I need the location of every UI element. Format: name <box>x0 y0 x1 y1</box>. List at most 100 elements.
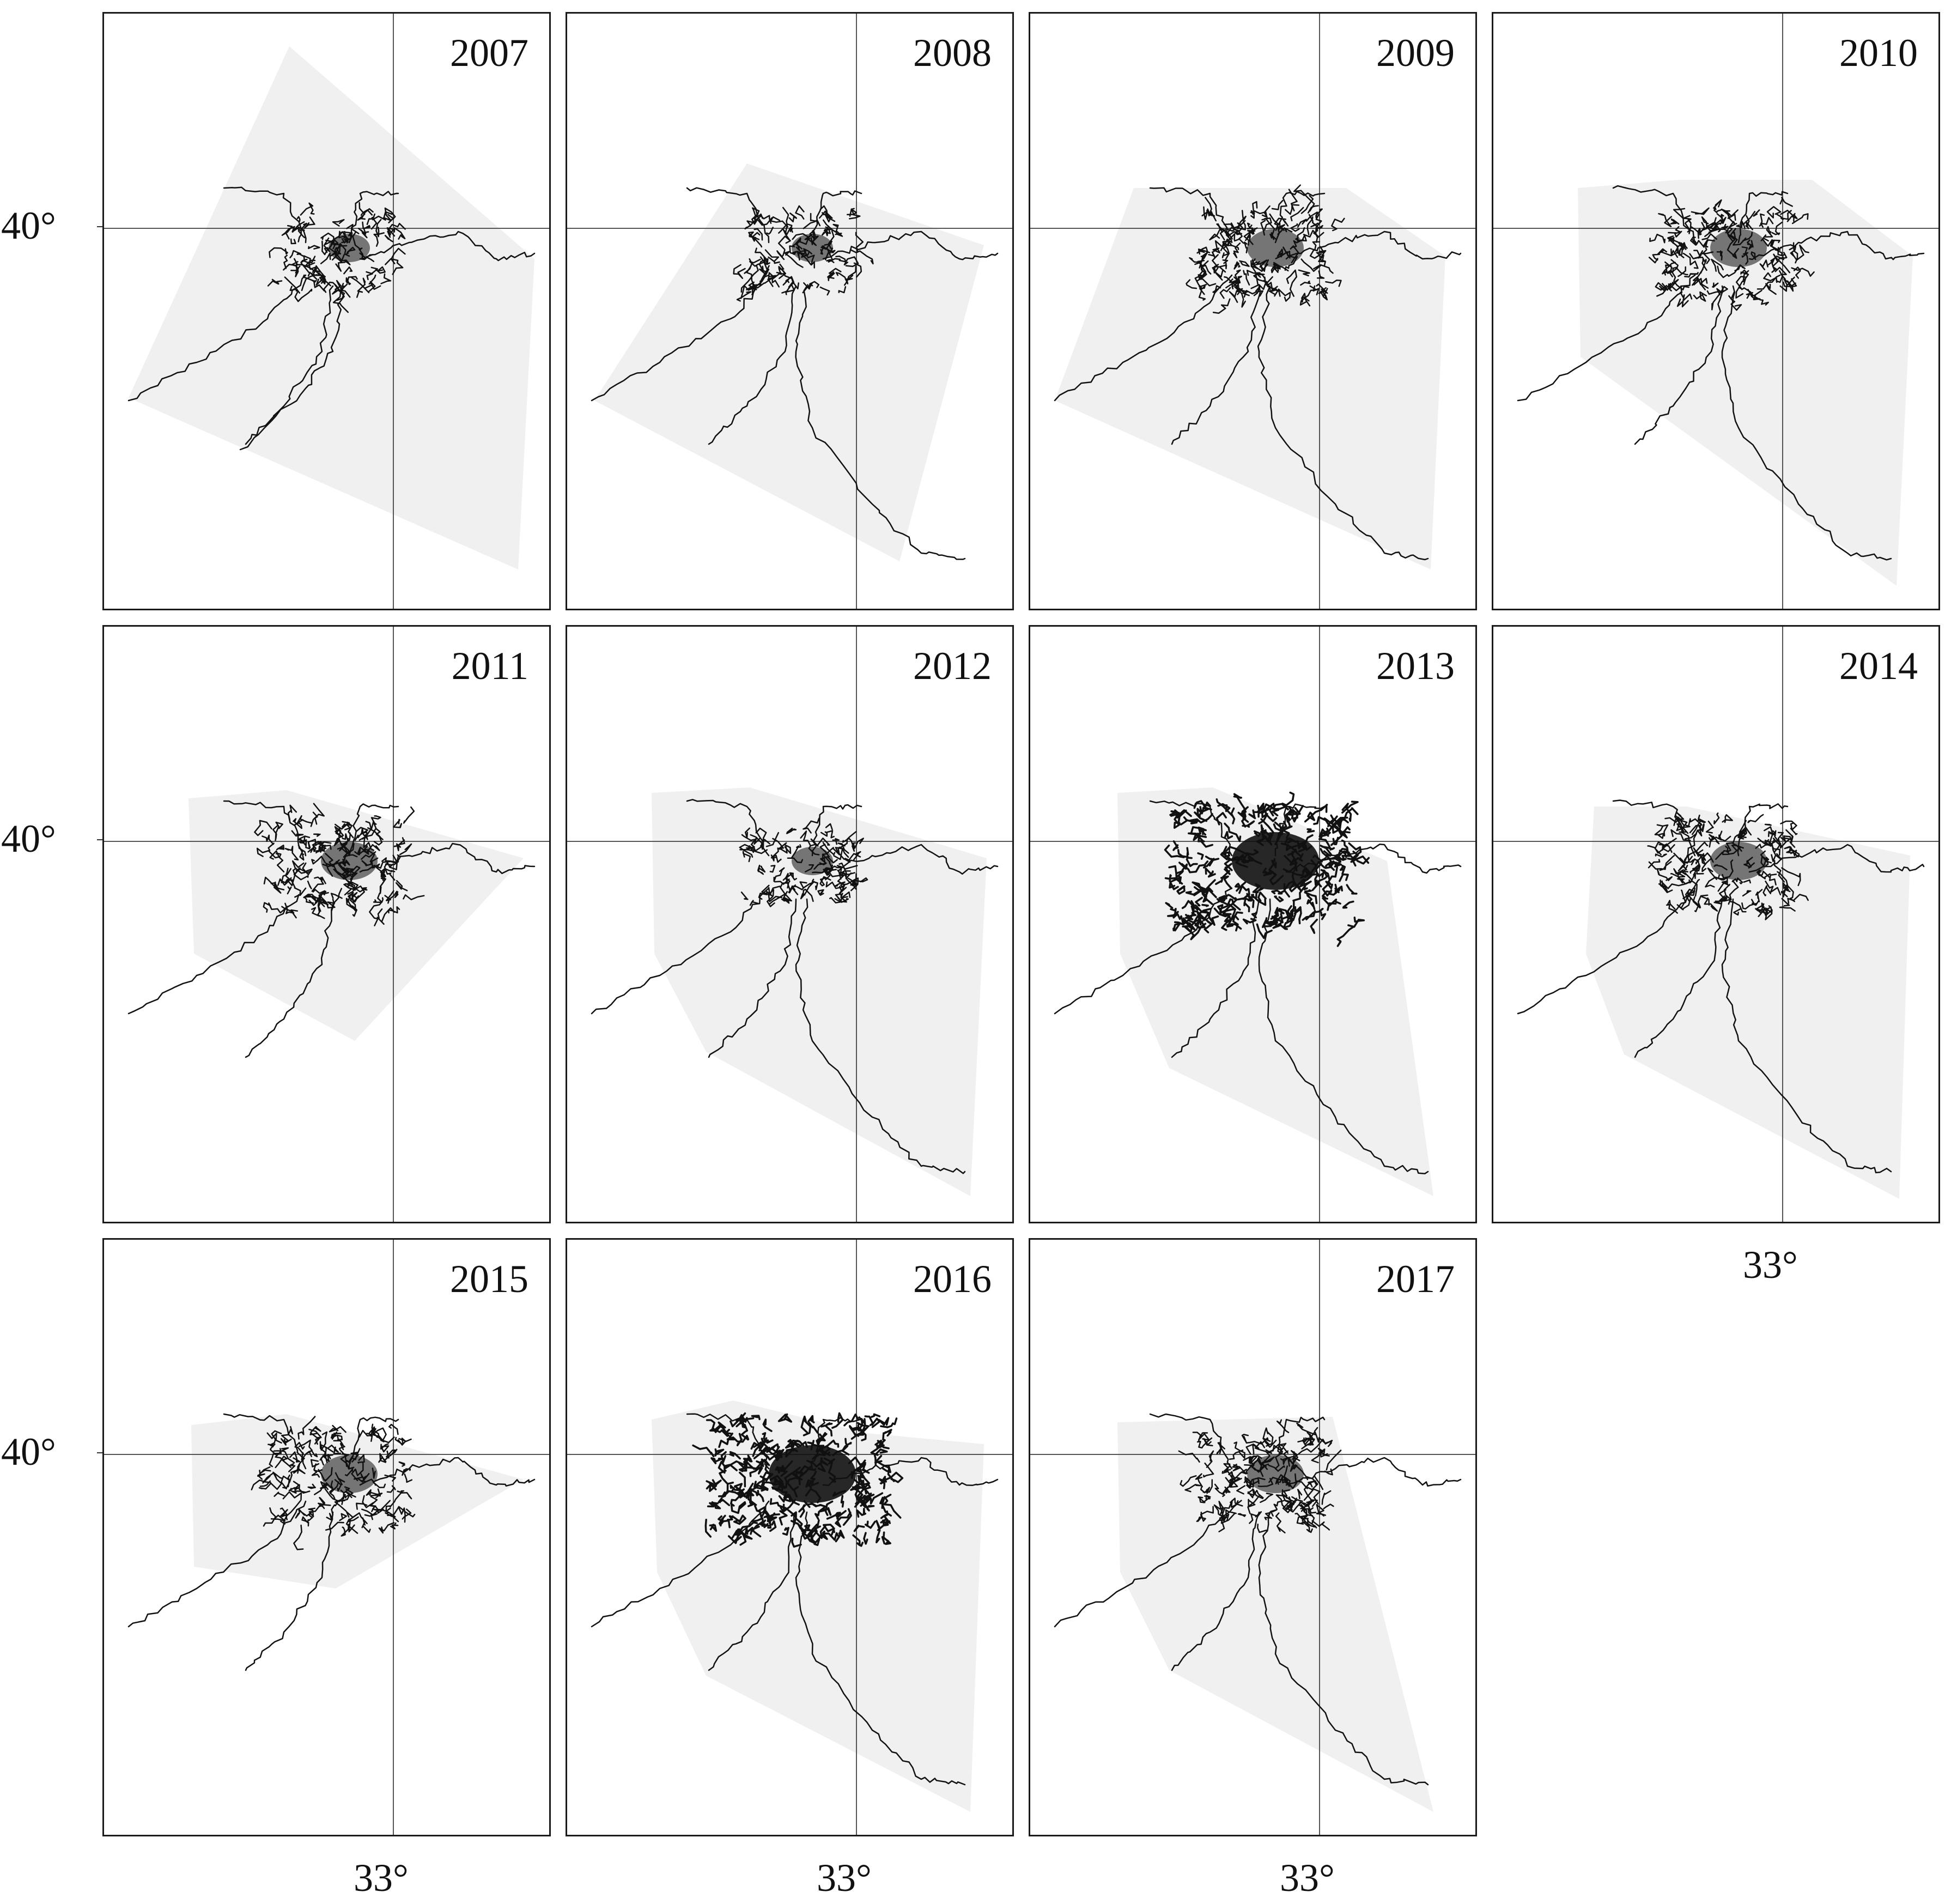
latitude-label: 40° <box>1 204 56 247</box>
map-canvas <box>567 627 1012 1222</box>
road-route <box>359 231 536 262</box>
longitude-label: 33° <box>354 1856 409 1900</box>
panel-year-label: 2017 <box>1376 1257 1455 1301</box>
road-route <box>1612 799 1696 857</box>
road-route <box>1149 187 1233 244</box>
map-canvas <box>567 14 1012 609</box>
road-route <box>1517 887 1696 1015</box>
latitude-label: 40° <box>1 817 56 860</box>
road-route <box>708 898 797 1058</box>
map-panel-2008: 2008 <box>566 12 1014 610</box>
map-panel-2015: 2015 <box>102 1238 551 1836</box>
dense-urban-core <box>1247 229 1304 267</box>
longitude-label: 33° <box>817 1856 872 1900</box>
map-canvas <box>104 1240 549 1835</box>
road-route <box>1285 231 1462 260</box>
road-route <box>1258 1511 1429 1786</box>
dense-urban-core <box>321 1455 378 1493</box>
latitude-tick <box>97 1452 102 1453</box>
road-route <box>1634 285 1724 445</box>
map-canvas <box>104 627 549 1222</box>
map-panel-2012: 2012 <box>566 625 1014 1223</box>
convex-hull-area <box>189 790 524 1041</box>
dense-urban-core <box>769 1445 856 1503</box>
map-canvas <box>104 14 549 609</box>
panel-year-label: 2012 <box>913 644 992 688</box>
convex-hull-area <box>594 163 984 561</box>
map-canvas <box>1493 627 1938 1222</box>
road-route <box>127 274 307 402</box>
road-route <box>223 1413 307 1470</box>
convex-hull-area <box>1578 180 1913 586</box>
road-route <box>795 898 966 1174</box>
panel-year-label: 2008 <box>913 31 992 75</box>
city-road-network <box>1186 184 1345 314</box>
panel-year-label: 2015 <box>450 1257 528 1301</box>
dense-urban-core <box>321 842 378 880</box>
road-route <box>359 1457 536 1487</box>
panel-year-label: 2007 <box>450 31 528 75</box>
road-route <box>1171 285 1261 445</box>
road-route <box>1721 898 1892 1174</box>
road-route <box>686 187 770 244</box>
map-panel-2014: 2014 <box>1492 625 1940 1223</box>
latitude-label: 40° <box>1 1430 56 1474</box>
convex-hull-area <box>1055 188 1445 569</box>
road-route <box>1054 1500 1233 1628</box>
road-route <box>223 186 307 244</box>
dense-urban-core <box>792 847 833 875</box>
convex-hull-area <box>129 46 534 569</box>
latitude-tick <box>97 226 102 227</box>
road-route <box>1748 844 1925 873</box>
road-route <box>1721 285 1892 561</box>
road-route <box>1634 898 1723 1058</box>
map-panel-2007: 2007 <box>102 12 551 610</box>
road-route <box>239 285 345 451</box>
convex-hull-area <box>191 1414 524 1588</box>
panel-year-label: 2013 <box>1376 644 1455 688</box>
map-panel-2017: 2017 <box>1029 1238 1477 1836</box>
panel-year-label: 2009 <box>1376 31 1455 75</box>
map-panel-2011: 2011 <box>102 625 551 1223</box>
road-route <box>245 285 334 445</box>
dense-urban-core <box>1232 832 1319 890</box>
convex-hull-area <box>652 787 987 1196</box>
road-route <box>591 274 770 402</box>
road-route <box>1258 898 1429 1174</box>
convex-hull-area <box>652 1400 984 1812</box>
road-route <box>822 231 999 260</box>
city-road-network <box>1648 196 1815 311</box>
map-panel-2013: 2013 <box>1029 625 1477 1223</box>
road-route <box>1149 1413 1233 1470</box>
road-route <box>245 898 335 1058</box>
map-panel-2016: 2016 <box>566 1238 1014 1836</box>
latitude-tick <box>97 839 102 840</box>
road-route <box>591 1500 770 1628</box>
road-route <box>822 844 999 875</box>
road-route <box>1257 285 1429 561</box>
map-panel-2009: 2009 <box>1029 12 1477 610</box>
road-route <box>1054 274 1233 402</box>
longitude-label: 33° <box>1743 1243 1798 1287</box>
road-route <box>348 803 399 857</box>
road-route <box>708 1511 797 1671</box>
road-route <box>795 1511 966 1786</box>
dense-urban-core <box>792 234 833 262</box>
dense-urban-core <box>1247 1455 1304 1493</box>
road-route <box>1171 1511 1260 1671</box>
panel-year-label: 2014 <box>1839 644 1918 688</box>
road-route <box>1517 274 1696 402</box>
road-route <box>686 799 770 857</box>
map-canvas <box>1030 14 1475 609</box>
panel-year-label: 2016 <box>913 1257 992 1301</box>
road-route <box>811 804 862 857</box>
map-canvas <box>1030 627 1475 1222</box>
road-route <box>795 285 966 560</box>
map-canvas <box>1030 1240 1475 1835</box>
road-route <box>245 1511 334 1671</box>
road-route <box>811 190 862 244</box>
longitude-label: 33° <box>1280 1856 1335 1900</box>
road-route <box>1285 1457 1462 1487</box>
map-panel-2010: 2010 <box>1492 12 1940 610</box>
